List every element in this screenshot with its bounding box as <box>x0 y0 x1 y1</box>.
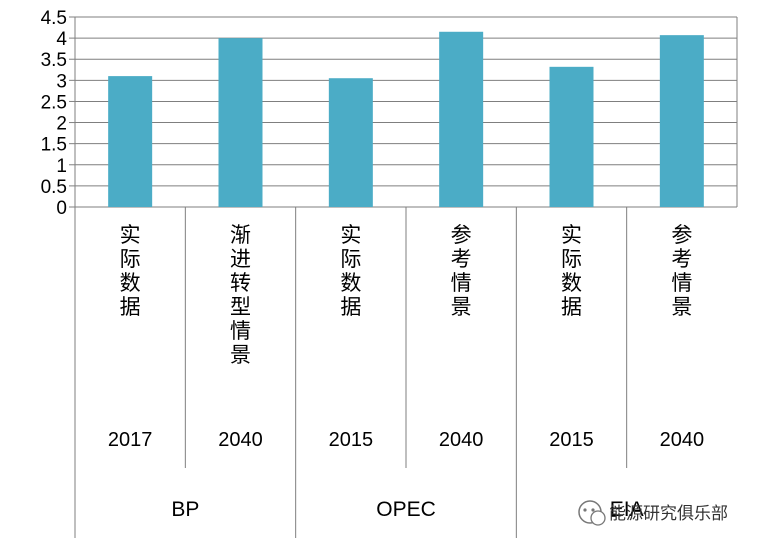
group-label: EIA <box>610 498 644 521</box>
bar <box>218 38 263 207</box>
year-label: 2040 <box>660 429 705 451</box>
y-tick-label: 4 <box>56 29 67 50</box>
y-tick-label: 1.5 <box>41 135 67 156</box>
year-label: 2040 <box>218 429 263 451</box>
year-label: 2017 <box>108 429 153 451</box>
bar <box>549 66 594 207</box>
category-label: 实际数据 <box>561 223 582 319</box>
category-label: 参考情景 <box>451 223 472 319</box>
bars <box>108 31 704 208</box>
category-label: 实际数据 <box>120 223 141 319</box>
y-tick-label: 2 <box>56 114 67 135</box>
group-label: BP <box>171 498 199 521</box>
y-tick-label: 4.5 <box>41 8 67 29</box>
category-label: 参考情景 <box>671 223 692 319</box>
y-axis: 00.511.522.533.544.5 <box>41 8 738 538</box>
gridlines <box>75 16 737 208</box>
year-label: 2040 <box>439 429 484 451</box>
y-tick-label: 3.5 <box>41 50 67 71</box>
year-label: 2015 <box>549 429 594 451</box>
y-tick-label: 0 <box>56 198 67 219</box>
bar <box>108 76 153 207</box>
x-axis: 实际数据 2017 渐进转型情景 2040 实际数据 2015 参考情景 2040 实际数据 20… <box>108 207 704 538</box>
y-tick-label: 0.5 <box>41 177 67 198</box>
y-tick-label: 3 <box>56 71 67 92</box>
group-label: OPEC <box>376 498 436 521</box>
y-tick-label: 1 <box>56 156 67 177</box>
watermark: 能源研究俱乐部 <box>578 500 728 526</box>
year-label: 2015 <box>329 429 374 451</box>
wechat-icon <box>578 500 606 526</box>
y-tick-label: 2.5 <box>41 92 67 113</box>
bar <box>659 35 704 208</box>
category-label: 实际数据 <box>340 223 361 319</box>
watermark-text: 能源研究俱乐部 <box>609 504 728 524</box>
bar <box>439 31 484 208</box>
bar <box>328 78 373 207</box>
category-label: 渐进转型情景 <box>230 223 251 367</box>
